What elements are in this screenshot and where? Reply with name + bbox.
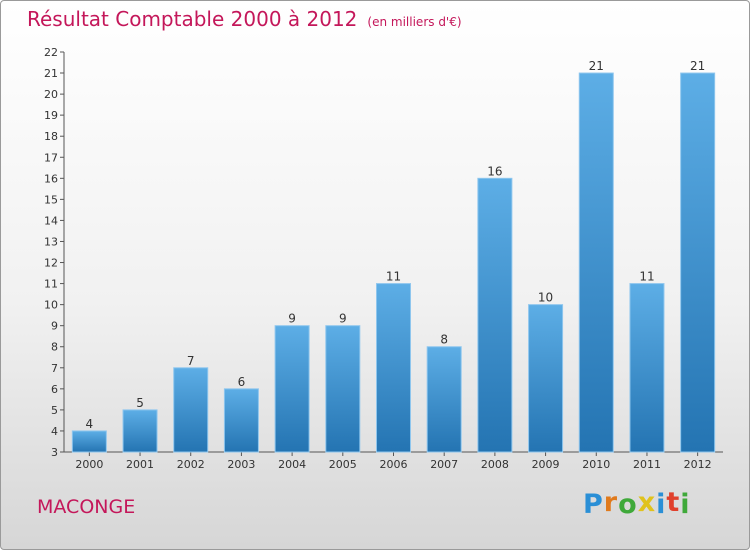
logo-letter: P: [583, 489, 604, 520]
y-tick-label: 15: [44, 193, 58, 206]
y-tick-label: 20: [44, 88, 58, 101]
logo-letter: r: [603, 487, 619, 518]
data-label-2000: 4: [86, 417, 94, 431]
logo-letter: x: [637, 487, 657, 518]
x-tick-label: 2006: [380, 458, 408, 471]
y-tick-label: 6: [51, 383, 58, 396]
place-name: MACONGE: [37, 496, 136, 518]
proxiti-logo: Proxiti: [583, 487, 691, 520]
data-label-2007: 8: [440, 333, 448, 347]
x-tick-label: 2004: [278, 458, 306, 471]
y-tick-label: 13: [44, 235, 58, 248]
logo-letter: t: [666, 487, 681, 518]
data-label-2001: 5: [136, 396, 144, 410]
y-tick-label: 7: [51, 362, 58, 375]
data-label-2004: 9: [288, 312, 296, 326]
data-label-2009: 10: [538, 291, 553, 305]
bar-2003: [223, 388, 259, 453]
x-tick-label: 2008: [481, 458, 509, 471]
chart-title: Résultat Comptable 2000 à 2012: [27, 7, 358, 31]
bar-2007: [426, 346, 462, 453]
chart-subtitle: (en milliers d'€): [367, 15, 462, 29]
data-label-2008: 16: [487, 164, 502, 178]
bar-2004: [274, 325, 310, 453]
data-label-2006: 11: [386, 270, 401, 284]
y-tick-label: 19: [44, 109, 58, 122]
bar-2001: [122, 409, 158, 453]
y-tick-label: 10: [44, 299, 58, 312]
bar-2006: [376, 283, 411, 453]
x-tick-label: 2011: [633, 458, 661, 471]
data-label-2012: 21: [690, 59, 705, 73]
x-tick-label: 2012: [684, 458, 712, 471]
x-tick-label: 2002: [177, 458, 205, 471]
y-tick-label: 21: [44, 67, 58, 80]
data-label-2002: 7: [187, 354, 195, 368]
bar-2002: [173, 367, 209, 453]
bar-2009: [528, 304, 564, 453]
y-tick-label: 22: [44, 46, 58, 59]
bar-2008: [477, 177, 513, 453]
x-tick-label: 2005: [329, 458, 357, 471]
bar-2000: [71, 430, 107, 453]
data-labels: 4 5 7 6 9 9 11 8 16 10 21 11 21: [86, 59, 706, 431]
bar-2011: [629, 283, 665, 453]
x-tick-label: 2003: [227, 458, 255, 471]
axes: 3 4 5 6 7 8 9 10 11 12 13 14 15 16 17 18 19 20 21 22 2000 200…: [44, 46, 723, 471]
bar-2010: [578, 72, 614, 453]
data-label-2005: 9: [339, 312, 347, 326]
x-tick-label: 2000: [75, 458, 103, 471]
data-label-2003: 6: [238, 375, 246, 389]
bar-2005: [325, 325, 361, 453]
logo-letter: i: [656, 489, 667, 520]
x-tick-label: 2010: [582, 458, 610, 471]
y-tick-label: 3: [51, 446, 58, 459]
data-label-2010: 21: [589, 59, 604, 73]
y-tick-label: 8: [51, 341, 58, 354]
y-tick-label: 16: [44, 172, 58, 185]
logo-letter: i: [680, 489, 691, 520]
y-tick-label: 5: [51, 404, 58, 417]
logo-letter: o: [618, 489, 638, 520]
x-tick-label: 2007: [430, 458, 458, 471]
title-row: Résultat Comptable 2000 à 2012 (en millie…: [27, 7, 462, 31]
y-tick-label: 18: [44, 130, 58, 143]
y-tick-label: 11: [44, 278, 58, 291]
y-tick-label: 4: [51, 425, 58, 438]
bar-2012: [680, 72, 716, 453]
data-label-2011: 11: [639, 270, 654, 284]
x-tick-label: 2001: [126, 458, 154, 471]
y-tick-label: 9: [51, 320, 58, 333]
y-tick-label: 17: [44, 151, 58, 164]
x-tick-label: 2009: [532, 458, 560, 471]
bars: [71, 72, 716, 453]
y-tick-label: 14: [44, 214, 58, 227]
y-tick-label: 12: [44, 257, 58, 270]
